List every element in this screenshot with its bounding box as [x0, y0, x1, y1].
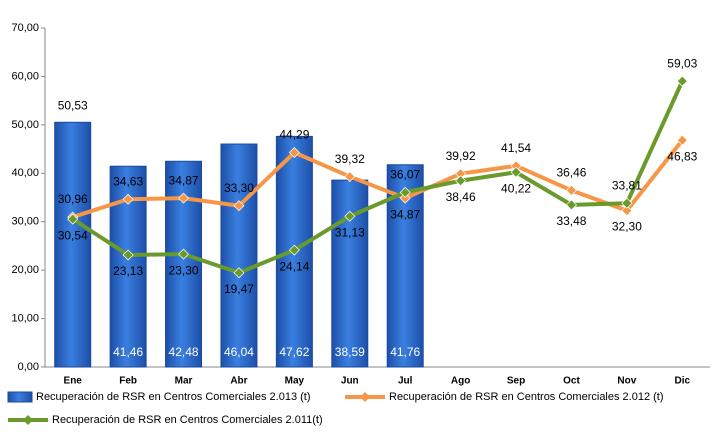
- point-label: 40,22: [501, 181, 531, 195]
- bar-label: 47,62: [279, 345, 309, 359]
- point-label: 59,03: [667, 56, 697, 70]
- marker: [288, 147, 300, 159]
- legend-marker: [23, 415, 33, 425]
- point-label: 38,46: [446, 190, 476, 204]
- marker: [344, 210, 356, 222]
- bar: [331, 179, 369, 368]
- point-label: 46,83: [667, 149, 697, 163]
- point-label: 36,07: [390, 167, 420, 181]
- x-tick-label: Jun: [341, 376, 359, 387]
- marker: [565, 199, 577, 211]
- marker: [455, 175, 467, 187]
- x-tick-label: Nov: [617, 376, 636, 387]
- point-label: 33,48: [556, 214, 586, 228]
- marker: [178, 248, 190, 260]
- marker: [399, 192, 411, 204]
- point-label: 32,30: [612, 220, 642, 234]
- y-tick-label: 20,00: [11, 264, 39, 276]
- line: [71, 80, 685, 275]
- y-tick-label: 60,00: [11, 70, 39, 82]
- bar: [54, 121, 92, 368]
- y-tick-label: 10,00: [11, 312, 39, 324]
- bar-label: 41,46: [113, 345, 143, 359]
- x-tick-label: Dic: [675, 376, 691, 387]
- point-label: 36,46: [556, 166, 586, 180]
- x-tick-label: Feb: [119, 376, 137, 387]
- bar-label: 42,48: [169, 345, 199, 359]
- legend-swatch: [7, 391, 33, 403]
- x-tick-label: Abr: [230, 376, 247, 387]
- marker: [510, 166, 522, 178]
- y-tick-label: 70,00: [11, 22, 39, 34]
- marker: [676, 75, 688, 87]
- point-label: 39,32: [335, 152, 365, 166]
- point-label: 31,13: [335, 225, 365, 239]
- x-tick-label: Sep: [507, 376, 525, 387]
- x-tick-label: Ago: [451, 376, 470, 387]
- marker: [233, 267, 245, 279]
- marker: [233, 200, 245, 212]
- x-tick-label: Jul: [398, 376, 413, 387]
- point-label: 23,13: [113, 264, 143, 278]
- y-tick-label: 30,00: [11, 216, 39, 228]
- point-label: 33,30: [224, 181, 254, 195]
- point-label: 23,30: [169, 263, 199, 277]
- x-tick-label: Ene: [64, 376, 83, 387]
- point-label: 34,63: [113, 174, 143, 188]
- marker: [122, 249, 134, 261]
- bar-label: 38,59: [335, 345, 365, 359]
- marker: [399, 186, 411, 198]
- marker: [676, 134, 688, 146]
- y-tick-label: 0,00: [18, 361, 39, 373]
- marker: [178, 192, 190, 204]
- marker: [288, 244, 300, 256]
- point-label: 33,81: [612, 178, 642, 192]
- legend-label: Recuperación de RSR en Centros Comercial…: [36, 391, 311, 403]
- marker: [344, 171, 356, 183]
- legend-label: Recuperación de RSR en Centros Comercial…: [389, 391, 664, 403]
- point-label: 30,54: [58, 228, 88, 242]
- point-label: 24,14: [279, 259, 309, 273]
- point-label: 30,96: [58, 192, 88, 206]
- y-tick-label: 50,00: [11, 119, 39, 131]
- marker: [67, 213, 79, 225]
- point-label: 41,54: [501, 141, 531, 155]
- x-tick-label: Mar: [175, 376, 193, 387]
- point-label: 19,47: [224, 282, 254, 296]
- bar-label: 50,53: [58, 98, 88, 112]
- marker: [122, 193, 134, 205]
- line: [72, 138, 684, 219]
- y-tick-label: 40,00: [11, 167, 39, 179]
- x-tick-label: Oct: [563, 376, 580, 387]
- marker: [621, 205, 633, 217]
- bar-label: 41,76: [390, 345, 420, 359]
- point-label: 34,87: [390, 207, 420, 221]
- point-label: 34,87: [169, 173, 199, 187]
- bar: [220, 143, 258, 368]
- bar-label: 46,04: [224, 345, 254, 359]
- legend-marker: [360, 392, 370, 402]
- marker: [565, 184, 577, 196]
- legend-label: Recuperación de RSR en Centros Comercial…: [52, 414, 323, 426]
- marker: [621, 197, 633, 209]
- point-label: 39,92: [446, 149, 476, 163]
- x-tick-label: May: [285, 376, 305, 387]
- point-label: 44,29: [279, 128, 309, 142]
